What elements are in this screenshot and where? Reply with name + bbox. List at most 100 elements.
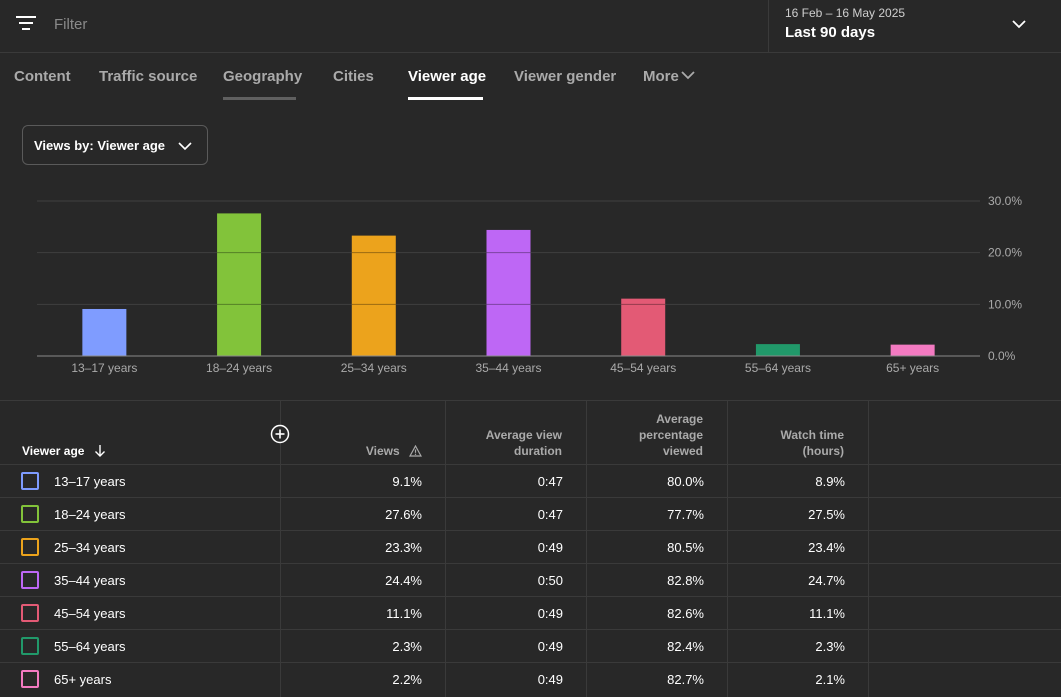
- tab-geography[interactable]: Geography: [223, 68, 303, 85]
- y-tick-label: 10.0%: [988, 297, 1022, 311]
- x-tick-label: 25–34 years: [341, 361, 407, 375]
- cell-views: 2.2%: [392, 672, 422, 687]
- x-tick-label: 55–64 years: [745, 361, 811, 375]
- chevron-down-icon: [178, 142, 192, 151]
- tab-cities[interactable]: Cities: [333, 68, 374, 85]
- cell-viewer-age: 25–34 years: [54, 540, 126, 555]
- cell-avg-view-duration: 0:50: [537, 573, 563, 588]
- table-row[interactable]: 55–64 years 2.3% 0:49 82.4% 2.3%: [0, 629, 1061, 662]
- y-tick-label: 20.0%: [988, 246, 1022, 260]
- x-tick-label: 13–17 years: [71, 361, 137, 375]
- bar-65+-years: [890, 344, 935, 356]
- cell-avg-percentage-viewed: 80.5%: [667, 540, 704, 555]
- table-row[interactable]: 45–54 years 11.1% 0:49 82.6% 11.1%: [0, 596, 1061, 629]
- y-tick-label: 30.0%: [988, 194, 1022, 208]
- tab-content[interactable]: Content: [14, 68, 71, 85]
- y-tick-label: 0.0%: [988, 349, 1016, 363]
- metric-dropdown[interactable]: Views by: Viewer age: [22, 125, 208, 165]
- header-line: Average view: [485, 428, 562, 442]
- metric-dropdown-label: Views by: Viewer age: [34, 138, 166, 153]
- cell-views: 24.4%: [385, 573, 422, 588]
- cell-avg-percentage-viewed: 80.0%: [667, 474, 704, 489]
- tab-hover-underline: [223, 97, 296, 100]
- cell-watch-time: 27.5%: [808, 507, 845, 522]
- column-divider: [445, 401, 446, 697]
- viewer-age-table: Viewer age Views Average view duration A…: [0, 401, 1061, 697]
- filter-bar: 16 Feb – 16 May 2025 Last 90 days: [0, 0, 1061, 53]
- cell-views: 27.6%: [385, 507, 422, 522]
- filter-input[interactable]: [54, 14, 354, 34]
- series-checkbox[interactable]: [21, 505, 39, 523]
- bar-25-34-years: [351, 235, 396, 356]
- series-checkbox[interactable]: [21, 538, 39, 556]
- table-row[interactable]: 65+ years 2.2% 0:49 82.7% 2.1%: [0, 662, 1061, 695]
- cell-avg-view-duration: 0:49: [537, 540, 563, 555]
- table-row[interactable]: 18–24 years 27.6% 0:47 77.7% 27.5%: [0, 497, 1061, 530]
- header-viewer-age[interactable]: Viewer age: [22, 443, 106, 506]
- column-divider: [727, 401, 728, 697]
- cell-views: 11.1%: [386, 606, 422, 621]
- cell-watch-time: 11.1%: [809, 606, 845, 621]
- tab-traffic-source[interactable]: Traffic source: [99, 68, 198, 85]
- cell-avg-percentage-viewed: 82.8%: [667, 573, 704, 588]
- cell-avg-percentage-viewed: 82.6%: [667, 606, 704, 621]
- header-line: Watch time: [780, 428, 844, 442]
- header-views[interactable]: Views: [300, 443, 422, 506]
- header-avg-view-duration[interactable]: Average view duration: [450, 427, 562, 490]
- tab-viewer-gender[interactable]: Viewer gender: [514, 68, 617, 85]
- sort-arrow-down-icon: [94, 445, 105, 457]
- cell-viewer-age: 45–54 years: [54, 606, 126, 621]
- tab-bar: Content Traffic source Geography Cities …: [0, 53, 1061, 101]
- cell-avg-percentage-viewed: 77.7%: [667, 507, 704, 522]
- header-line: duration: [514, 444, 562, 458]
- bar-13-17-years: [82, 308, 127, 356]
- tab-viewer-age[interactable]: Viewer age: [408, 68, 487, 85]
- header-avg-percentage-viewed[interactable]: Average percentage viewed: [591, 411, 703, 474]
- date-range-text: 16 Feb – 16 May 2025: [785, 6, 906, 20]
- series-checkbox[interactable]: [21, 571, 39, 589]
- chevron-down-icon[interactable]: [681, 70, 695, 80]
- x-tick-label: 18–24 years: [206, 361, 272, 375]
- table-row[interactable]: 25–34 years 23.3% 0:49 80.5% 23.4%: [0, 530, 1061, 563]
- series-checkbox[interactable]: [21, 670, 39, 688]
- cell-views: 9.1%: [392, 474, 422, 489]
- table-row[interactable]: 35–44 years 24.4% 0:50 82.8% 24.7%: [0, 563, 1061, 596]
- chevron-down-icon: [1012, 20, 1026, 29]
- cell-avg-view-duration: 0:47: [537, 507, 563, 522]
- header-watch-time[interactable]: Watch time (hours): [732, 427, 844, 490]
- header-line: Average: [656, 412, 703, 426]
- series-checkbox[interactable]: [21, 637, 39, 655]
- filter-icon[interactable]: [16, 15, 36, 31]
- cell-viewer-age: 13–17 years: [54, 474, 126, 489]
- x-tick-label: 45–54 years: [610, 361, 676, 375]
- viewer-age-bar-chart: 30.0% 20.0% 10.0% 0.0% 13–17 years 18–24 year…: [37, 194, 1022, 375]
- column-divider: [586, 401, 587, 697]
- cell-watch-time: 8.9%: [815, 474, 845, 489]
- bar-18-24-years: [217, 213, 262, 356]
- x-tick-label: 65+ years: [886, 361, 939, 375]
- tab-more[interactable]: More: [643, 68, 679, 85]
- cell-views: 2.3%: [392, 639, 422, 654]
- tab-active-underline: [408, 97, 483, 100]
- bar-35-44-years: [486, 229, 531, 356]
- date-range-picker[interactable]: 16 Feb – 16 May 2025 Last 90 days: [768, 0, 1061, 53]
- warning-icon[interactable]: [409, 445, 422, 457]
- cell-avg-view-duration: 0:49: [537, 639, 563, 654]
- cell-watch-time: 2.1%: [815, 672, 845, 687]
- x-tick-label: 35–44 years: [475, 361, 541, 375]
- cell-watch-time: 2.3%: [815, 639, 845, 654]
- series-checkbox[interactable]: [21, 604, 39, 622]
- cell-views: 23.3%: [385, 540, 422, 555]
- cell-avg-view-duration: 0:49: [537, 672, 563, 687]
- add-column-icon[interactable]: [270, 424, 290, 444]
- cell-watch-time: 23.4%: [808, 540, 845, 555]
- header-views-label: Views: [365, 444, 400, 458]
- column-divider: [280, 401, 281, 697]
- cell-viewer-age: 65+ years: [54, 672, 112, 687]
- series-checkbox[interactable]: [21, 472, 39, 490]
- column-divider: [868, 401, 869, 697]
- header-line: (hours): [802, 444, 844, 458]
- header-line: percentage: [638, 428, 703, 442]
- header-line: viewed: [662, 444, 703, 458]
- table-row[interactable]: 13–17 years 9.1% 0:47 80.0% 8.9%: [0, 464, 1061, 497]
